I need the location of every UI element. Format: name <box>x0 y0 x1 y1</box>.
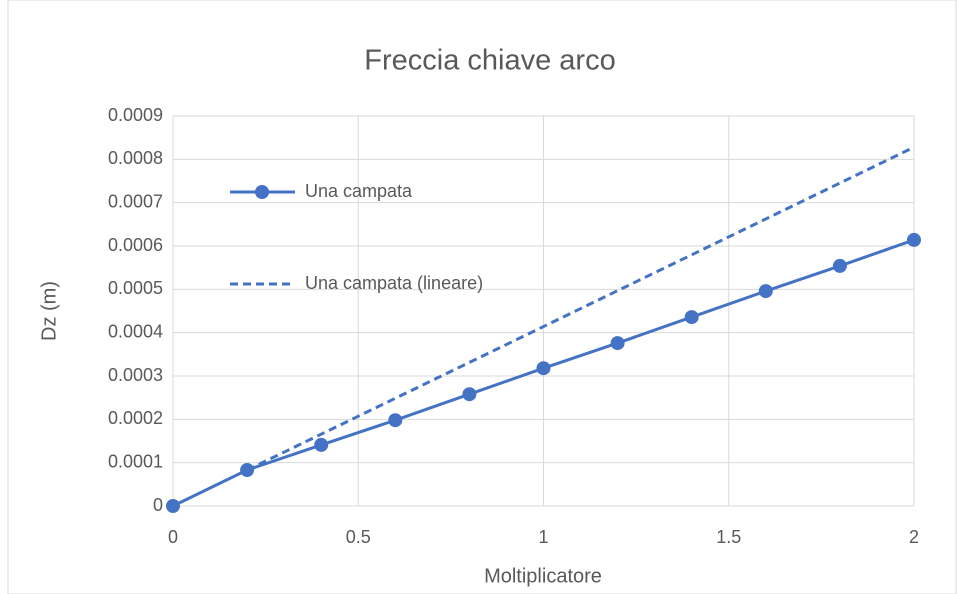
y-tick-label: 0.0007 <box>108 191 163 211</box>
x-tick-label: 0.5 <box>346 527 371 547</box>
data-point <box>314 437 329 452</box>
y-tick-label: 0.0002 <box>108 408 163 428</box>
y-tick-label: 0.0004 <box>108 321 163 341</box>
data-point <box>610 336 625 351</box>
x-axis-label: Moltiplicatore <box>484 565 602 587</box>
data-point <box>907 232 921 247</box>
y-tick-label: 0.0003 <box>108 365 163 385</box>
legend-label: Una campata <box>305 181 413 201</box>
legend-marker <box>255 185 269 199</box>
y-tick-label: 0 <box>153 495 163 515</box>
data-point <box>536 361 551 376</box>
chart-frame <box>7 0 957 594</box>
x-tick-label: 1 <box>538 527 548 547</box>
data-point <box>758 284 773 299</box>
y-tick-label: 0.0009 <box>108 105 163 125</box>
series-line <box>246 145 915 472</box>
y-tick-label: 0.0005 <box>108 278 163 298</box>
data-point <box>388 413 403 428</box>
data-point <box>166 499 180 513</box>
x-tick-label: 0 <box>168 527 178 547</box>
x-tick-label: 2 <box>909 527 919 547</box>
chart-title: Freccia chiave arco <box>364 45 615 77</box>
data-point <box>832 258 847 273</box>
data-point <box>684 310 699 325</box>
legend-label: Una campata (lineare) <box>305 273 483 293</box>
y-tick-label: 0.0008 <box>108 148 163 168</box>
x-tick-label: 1.5 <box>716 527 741 547</box>
data-point <box>462 387 477 402</box>
y-axis-label: Dz (m) <box>38 281 60 341</box>
y-tick-label: 0.0006 <box>108 235 163 255</box>
y-tick-label: 0.0001 <box>108 451 163 471</box>
